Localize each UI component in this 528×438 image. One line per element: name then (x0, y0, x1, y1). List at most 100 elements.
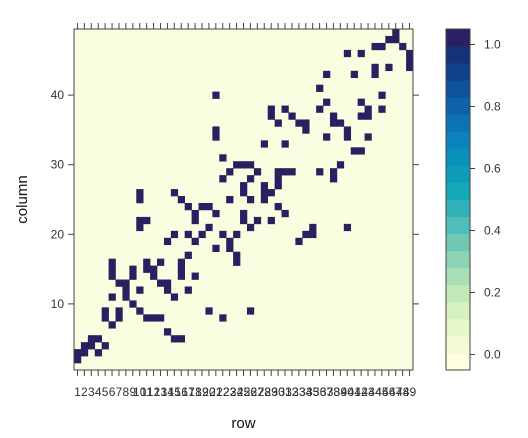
y-tick-label: 20 (51, 227, 65, 241)
x-tick-label: 6 (109, 385, 116, 399)
heatmap-cell (246, 196, 255, 204)
plot-panel (73, 28, 414, 371)
heatmap-cell (170, 189, 179, 197)
heatmap-cell (281, 105, 289, 113)
heatmap-cell (260, 196, 269, 204)
colorbar-bin (446, 267, 470, 286)
heatmap-cell (309, 223, 317, 232)
heatmap-cell (177, 196, 185, 204)
heatmap-cell (226, 244, 234, 252)
x-tick-label: 34 (299, 385, 313, 399)
colorbar-bin (446, 46, 470, 64)
heatmap-cell (378, 42, 386, 51)
x-tick-label: 25 (237, 385, 251, 399)
heatmap-cell (136, 189, 144, 197)
heatmap-cell (267, 216, 275, 225)
x-tick-label: 31 (278, 385, 292, 399)
x-tick-label: 8 (123, 385, 130, 399)
heatmap-cell (240, 209, 248, 218)
heatmap-cell (129, 300, 137, 308)
heatmap-cell (108, 272, 116, 280)
colorbar-tick-label: 0.8 (484, 100, 501, 114)
x-tick-label: 39 (334, 385, 348, 399)
x-tick-label: 32 (285, 385, 299, 399)
heatmap-cell (226, 237, 234, 246)
heatmap-cell (191, 209, 199, 218)
heatmap-cell (336, 119, 345, 127)
heatmap-cell (302, 230, 310, 239)
heatmap-cell (240, 161, 248, 169)
heatmap-cell (219, 230, 227, 239)
y-tick-label: 30 (51, 158, 65, 172)
heatmap-cell (253, 168, 262, 176)
heatmap-cell (295, 237, 303, 246)
colorbar-bin (446, 199, 470, 217)
x-tick-label: 27 (251, 385, 265, 399)
x-tick-label: 35 (306, 385, 320, 399)
x-tick-label: 22 (216, 385, 230, 399)
heatmap-cell (329, 175, 338, 183)
x-tick-label: 21 (209, 385, 223, 399)
heatmap-cell (406, 63, 414, 72)
colorbar-bin (446, 216, 470, 234)
heatmap-cell (184, 202, 192, 211)
x-tick-label: 36 (313, 385, 327, 399)
heatmap-cell (343, 49, 352, 58)
heatmap-cell (94, 335, 102, 343)
x-tick-label: 9 (129, 385, 136, 399)
heatmap-cell (392, 35, 400, 44)
colorbar-bin (446, 233, 470, 252)
heatmap-cell (406, 49, 414, 58)
heatmap-cell (101, 314, 109, 322)
heatmap-cell (343, 133, 352, 141)
x-tick-label: 33 (292, 385, 306, 399)
x-tick-label: 38 (327, 385, 341, 399)
heatmap-cell (406, 56, 414, 65)
x-tick-label: 45 (375, 385, 389, 399)
heatmap-cell (205, 223, 213, 232)
colorbar-bin (446, 318, 470, 337)
heatmap-cell (302, 119, 310, 127)
heatmap-cell (371, 70, 379, 79)
heatmap-cell (323, 70, 331, 79)
heatmap-cell (136, 216, 144, 225)
x-tick-label: 19 (195, 385, 209, 399)
y-tick-label: 10 (51, 297, 65, 311)
heatmap-cell (329, 112, 338, 120)
heatmap-cell (233, 161, 241, 169)
x-tick-label: 10 (133, 385, 147, 399)
heatmap-cell (274, 202, 282, 211)
heatmap-cell (136, 223, 144, 232)
heatmap-cell (108, 258, 116, 266)
heatmap-cell (260, 140, 269, 148)
heatmap-cell (150, 272, 158, 280)
heatmap-cell (219, 314, 227, 322)
x-tick-label: 4 (95, 385, 102, 399)
x-tick-label: 23 (223, 385, 237, 399)
heatmap-cell (329, 168, 338, 176)
heatmap-cell (316, 105, 324, 113)
heatmap-cell (150, 265, 158, 273)
heatmap-cell (170, 230, 179, 239)
heatmap-cell (163, 328, 172, 336)
colorbar-bin (446, 148, 470, 166)
heatmap-cell (157, 314, 165, 322)
heatmap-cell (357, 49, 365, 58)
heatmap-cell (357, 98, 365, 106)
heatmap-cell (184, 286, 192, 294)
heatmap-cell (240, 216, 248, 225)
heatmap-cell (274, 168, 282, 176)
heatmap-cell (253, 216, 262, 225)
heatmap-cell (122, 279, 130, 287)
heatmap-cell (226, 168, 234, 176)
x-tick-label: 24 (230, 385, 244, 399)
heatmap-cell (115, 307, 123, 315)
x-tick-label: 29 (264, 385, 278, 399)
x-tick-label: 30 (271, 385, 285, 399)
heatmap-cell (274, 182, 282, 190)
x-tick-label: 41 (348, 385, 362, 399)
heatmap-cell (191, 272, 199, 280)
colorbar-tick-label: 0.4 (484, 224, 501, 238)
x-tick-label: 44 (368, 385, 382, 399)
heatmap-cell (357, 147, 365, 155)
